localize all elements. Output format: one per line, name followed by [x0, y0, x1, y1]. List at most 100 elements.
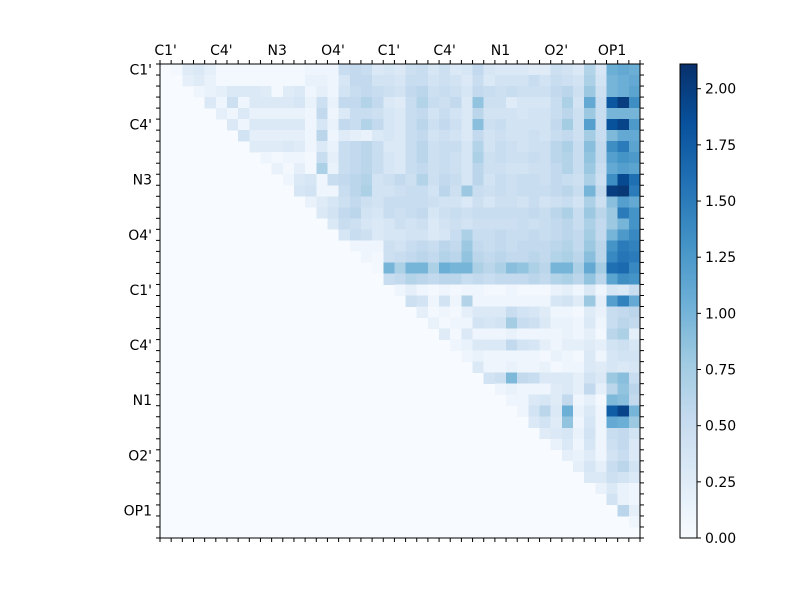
heatmap-cell: [372, 262, 384, 274]
heatmap-cell: [439, 130, 451, 142]
heatmap-cell: [506, 394, 518, 407]
heatmap-cell: [606, 350, 618, 362]
heatmap-cell: [595, 339, 607, 351]
heatmap-cell: [584, 196, 596, 208]
heatmap-cell: [539, 383, 551, 395]
heatmap-cell: [573, 449, 585, 462]
x-axis-tick-label: N1: [491, 43, 510, 59]
heatmap-cell: [628, 339, 641, 351]
heatmap-cell: [394, 86, 406, 98]
heatmap-cell: [506, 196, 518, 208]
heatmap-cell: [305, 86, 317, 98]
colorbar-tick-label: 0.00: [705, 531, 736, 547]
heatmap-cell: [628, 306, 641, 318]
heatmap-cell: [595, 361, 607, 373]
heatmap-cell: [226, 108, 239, 120]
heatmap-cell: [517, 273, 529, 285]
heatmap-cell: [617, 185, 630, 197]
heatmap-cell: [550, 251, 563, 263]
heatmap-cell: [628, 394, 641, 407]
heatmap-cell: [595, 163, 607, 175]
heatmap-cell: [573, 240, 585, 252]
heatmap-cell: [383, 207, 395, 219]
heatmap-cell: [494, 141, 507, 153]
heatmap-cell: [617, 460, 630, 473]
heatmap-cell: [528, 229, 540, 241]
heatmap-cell: [550, 394, 563, 407]
heatmap-cell: [573, 251, 585, 263]
heatmap-cell: [450, 262, 462, 274]
x-axis-tick-label: C4': [210, 43, 233, 59]
heatmap-cell: [383, 64, 395, 76]
heatmap-cell: [584, 262, 596, 274]
heatmap-cell: [606, 218, 618, 230]
heatmap-cell: [305, 97, 317, 109]
heatmap-cell: [595, 394, 607, 407]
heatmap-cell: [573, 152, 585, 164]
heatmap-cell: [595, 295, 607, 307]
heatmap-cell: [595, 350, 607, 362]
heatmap-cell: [573, 427, 585, 440]
heatmap-cell: [439, 284, 451, 296]
heatmap-cell: [494, 207, 507, 219]
heatmap-cell: [316, 86, 328, 98]
heatmap-cell: [628, 273, 641, 285]
heatmap-cell: [483, 141, 496, 153]
heatmap-cell: [584, 317, 596, 329]
heatmap-cell: [450, 339, 462, 351]
heatmap-cell: [360, 251, 373, 263]
heatmap-cell: [472, 163, 485, 175]
heatmap-cell: [439, 240, 451, 252]
x-axis-tick-label: C4': [433, 43, 456, 59]
heatmap-cell: [416, 185, 429, 197]
heatmap-cell: [316, 163, 328, 175]
heatmap-cell: [617, 251, 630, 263]
heatmap-cell: [628, 361, 641, 373]
heatmap-cell: [372, 218, 384, 230]
heatmap-cell: [595, 460, 607, 473]
heatmap-cell: [528, 108, 540, 120]
heatmap-cell: [450, 317, 462, 329]
heatmap-cell: [450, 97, 462, 109]
heatmap-cell: [249, 86, 261, 98]
heatmap-cell: [472, 317, 485, 329]
colorbar-tick-label: 0.75: [705, 363, 736, 379]
heatmap-cell: [528, 317, 540, 329]
heatmap-cell: [394, 284, 406, 296]
heatmap-cell: [573, 163, 585, 175]
heatmap-cell: [293, 64, 306, 76]
heatmap-cell: [271, 163, 284, 175]
heatmap-cell: [561, 64, 574, 76]
heatmap-cell: [394, 229, 406, 241]
heatmap-cell: [293, 152, 306, 164]
heatmap-cell: [573, 405, 585, 418]
heatmap-cell: [394, 207, 406, 219]
heatmap-cell: [461, 97, 473, 109]
heatmap-cell: [506, 306, 518, 318]
heatmap-cell: [338, 86, 351, 98]
heatmap-cell: [517, 383, 529, 395]
y-axis-tick-label: N3: [133, 173, 152, 189]
heatmap-cell: [461, 350, 473, 362]
heatmap-cell: [617, 350, 630, 362]
heatmap-cell: [517, 295, 529, 307]
heatmap-cell: [606, 75, 618, 87]
heatmap-cell: [628, 372, 641, 384]
heatmap-cell: [483, 108, 496, 120]
heatmap-cell: [506, 152, 518, 164]
heatmap-cell: [617, 97, 630, 109]
heatmap-cell: [617, 196, 630, 208]
heatmap-cell: [394, 273, 406, 285]
heatmap-cell: [316, 97, 328, 109]
heatmap-cell: [595, 317, 607, 329]
heatmap-cell: [617, 306, 630, 318]
heatmap-cell: [372, 64, 384, 76]
heatmap-cell: [528, 75, 540, 87]
heatmap-cell: [595, 251, 607, 263]
heatmap-cell: [472, 361, 485, 373]
heatmap-cell: [517, 130, 529, 142]
heatmap-cell: [517, 405, 529, 418]
y-axis-labels: C1' C4' N3 O4' C1' C4' N1 O2' OP1: [124, 63, 152, 520]
heatmap-cell: [405, 86, 418, 98]
heatmap-cell: [561, 174, 574, 186]
